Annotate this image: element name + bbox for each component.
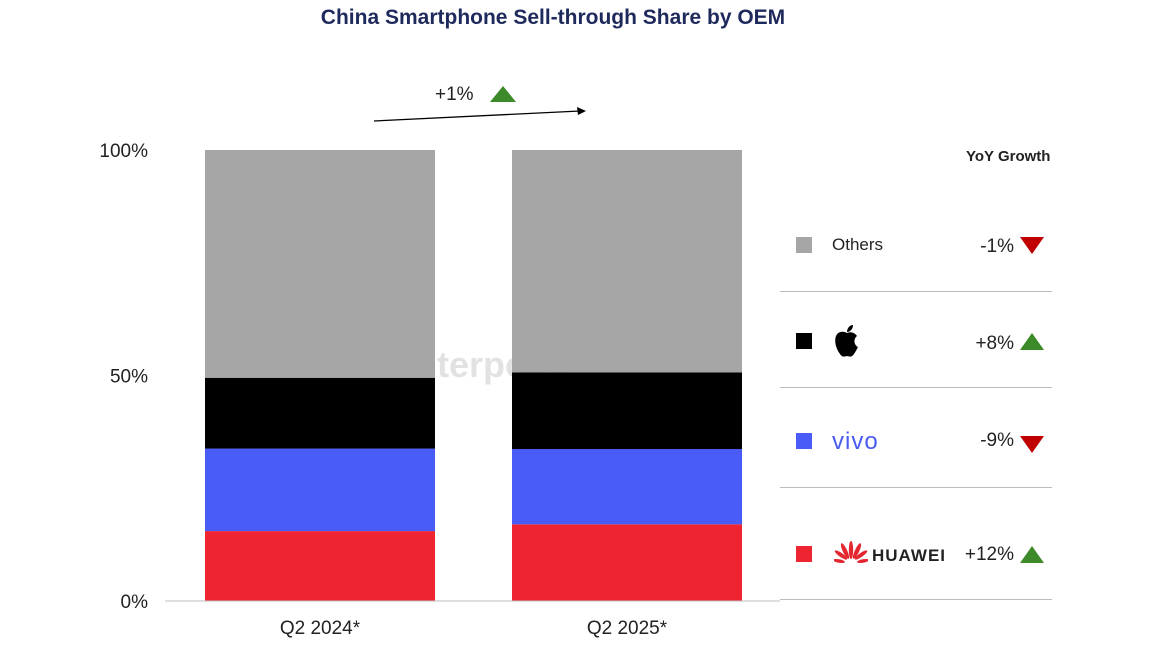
vivo-logo: vivo [832,428,879,455]
chart-title: China Smartphone Sell-through Share by O… [320,6,786,29]
bar-segment-vivo-2 [512,449,742,525]
y-tick-label: 100% [99,141,148,162]
bar-segment-huawei-2 [512,524,742,601]
apple-swatch [796,333,812,349]
overall-growth-arrow [373,107,586,122]
bar-segment-others-1 [205,150,435,378]
x-tick-label: Q2 2025* [587,618,668,639]
legend-separator [780,599,1052,600]
legend-item-vivo: vivo -9% [780,388,1052,488]
y-tick-label: 50% [110,367,148,388]
huawei-swatch [796,546,812,562]
down-arrow-icon [1020,237,1044,254]
legend-item-huawei: HUAWEI +12% [780,500,1052,600]
overall-growth-up-icon [490,86,516,102]
apple-growth: +8% [975,333,1014,354]
legend-separator [780,291,1052,292]
bar-segment-apple-2 [512,372,742,450]
bar-segment-huawei-1 [205,531,435,601]
legend-header: YoY Growth [966,148,1051,165]
legend-separator [780,487,1052,488]
y-axis-ticks: 0% 50% 100% [99,141,148,613]
vivo-growth: -9% [980,430,1014,451]
up-arrow-icon [1020,546,1044,563]
legend-item-others: Others -1% [780,192,1052,292]
bar-segment-others-2 [512,150,742,373]
bar-segment-vivo-1 [205,448,435,532]
x-axis-ticks: Q2 2024* Q2 2025* [280,618,668,639]
legend-item-apple: +8% [780,288,1052,388]
bars [205,150,742,601]
legend-separator [780,387,1052,388]
huawei-logo-icon [834,541,868,564]
up-arrow-icon [1020,333,1044,350]
huawei-growth: +12% [964,544,1014,565]
apple-logo-icon [835,325,858,357]
down-arrow-icon [1020,436,1044,453]
x-tick-label: Q2 2024* [280,618,361,639]
others-label: Others [832,235,884,254]
others-growth: -1% [980,236,1014,257]
y-tick-label: 0% [121,592,149,613]
huawei-label: HUAWEI [872,546,946,565]
others-swatch [796,237,812,253]
vivo-swatch [796,433,812,449]
overall-growth-label: +1% [435,84,474,105]
bar-segment-apple-1 [205,377,435,449]
